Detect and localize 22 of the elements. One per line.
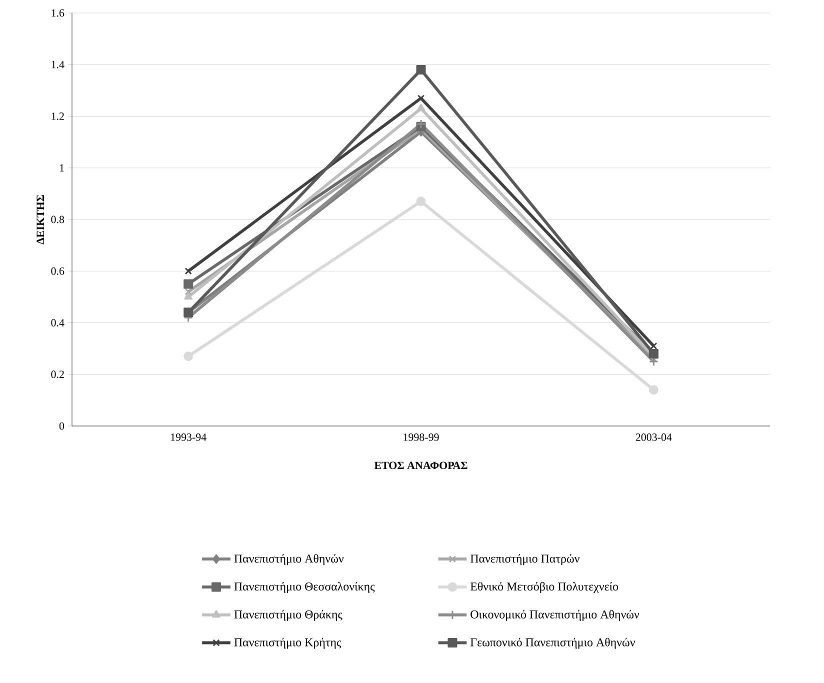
- x-tick-label: 1998-99: [404, 434, 439, 441]
- y-tick-label: 0.6: [51, 267, 64, 275]
- y-tick-label: 0.2: [51, 370, 64, 378]
- legend-label: Γεωπονικό Πανεπιστήμιο Αθηνών: [470, 638, 635, 649]
- x-tick-label: 1993-94: [171, 434, 206, 441]
- y-tick-label: 0.8: [51, 216, 64, 224]
- x-axis-title: ΕΤΟΣ ΑΝΑΦΟΡΑΣ: [374, 462, 468, 470]
- legend-label: Πανεπιστήμιο Πατρών: [470, 554, 580, 566]
- legend-label: Εθνικό Μετσόβιο Πολυτεχνείο: [470, 582, 618, 593]
- y-tick-label: 0: [59, 422, 64, 430]
- legend-label: Πανεπιστήμιο Κρήτης: [234, 638, 342, 649]
- y-tick-label: 1: [60, 164, 64, 172]
- y-tick-label: 1.2: [52, 112, 64, 120]
- y-tick-label: 0.4: [51, 319, 64, 326]
- x-tick-label: 2003-04: [636, 434, 672, 441]
- legend-label: Οικονομικό Πανεπιστήμιο Αθηνών: [470, 610, 640, 621]
- y-tick-label: 1.6: [52, 9, 64, 17]
- legend-label: Πανεπιστήμιο Αθηνών: [234, 554, 344, 566]
- y-axis-title: ΔΕΙΚΤΗΣ: [36, 195, 44, 244]
- legend-label: Πανεπιστήμιο Θεσσαλονίκης: [234, 582, 375, 593]
- legend-label: Πανεπιστήμιο Θράκης: [234, 610, 342, 621]
- y-tick-label: 1.4: [52, 60, 64, 68]
